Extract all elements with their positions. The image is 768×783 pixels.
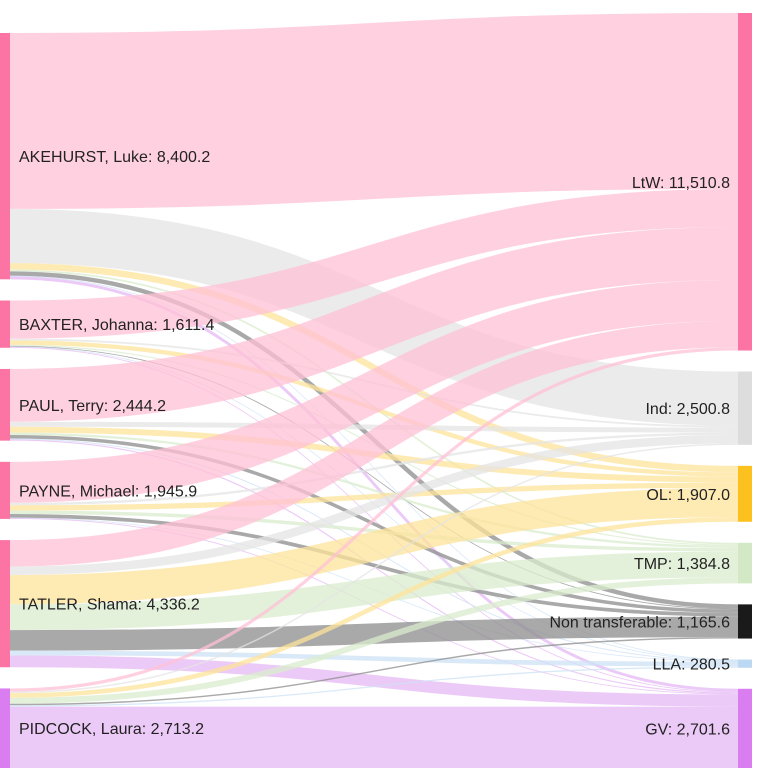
- target-label-lla: LLA: 280.5: [653, 657, 731, 674]
- link-tatler-to-lla[interactable]: [9, 650, 739, 667]
- link-tatler-to-nt[interactable]: [9, 616, 739, 651]
- link-tatler-to-ltw[interactable]: [9, 320, 739, 567]
- target-label-tmp: TMP: 1,384.8: [634, 556, 730, 573]
- target-node-ltw[interactable]: [738, 13, 752, 351]
- target-node-non-transferable[interactable]: [738, 604, 752, 639]
- target-node-gv[interactable]: [738, 688, 752, 768]
- link-payne-to-ol[interactable]: [9, 482, 739, 511]
- target-label-non-transferable: Non transferable: 1,165.6: [549, 614, 730, 631]
- link-pidcock-to-ol[interactable]: [9, 517, 739, 698]
- link-paul-to-ltw[interactable]: [9, 227, 739, 422]
- link-paul-to-tmp[interactable]: [9, 432, 739, 549]
- source-node-payne[interactable]: [0, 461, 10, 519]
- source-label-paul: PAUL, Terry: 2,444.2: [19, 398, 166, 415]
- link-tatler-to-gv[interactable]: [9, 655, 739, 707]
- link-paul-to-nt[interactable]: [9, 434, 739, 613]
- link-akehurst-to-ol[interactable]: [9, 263, 739, 473]
- source-label-baxter: BAXTER, Johanna: 1,611.4: [19, 317, 214, 334]
- source-node-paul[interactable]: [0, 368, 10, 441]
- flow-links: [9, 13, 739, 769]
- link-baxter-to-ltw[interactable]: [9, 188, 739, 339]
- link-pidcock-to-tmp[interactable]: [9, 577, 739, 704]
- source-node-akehurst[interactable]: [0, 33, 10, 280]
- target-node-tmp[interactable]: [738, 542, 752, 584]
- link-pidcock-to-ind[interactable]: [9, 443, 739, 694]
- target-label-ind: Ind: 2,500.8: [645, 401, 730, 418]
- source-label-payne: PAYNE, Michael: 1,945.9: [19, 483, 197, 500]
- node-labels: AKEHURST, Luke: 8,400.2 BAXTER, Johanna: …: [19, 149, 730, 738]
- link-pidcock-to-nt[interactable]: [9, 637, 739, 706]
- source-node-tatler[interactable]: [0, 540, 10, 668]
- link-payne-to-ind[interactable]: [9, 432, 739, 506]
- link-akehurst-to-ltw[interactable]: [9, 13, 739, 209]
- target-node-ind[interactable]: [738, 371, 752, 445]
- target-node-lla[interactable]: [738, 659, 752, 668]
- source-label-tatler: TATLER, Shama: 4,336.2: [19, 597, 200, 614]
- link-tatler-to-ind[interactable]: [9, 434, 739, 575]
- target-label-ol: OL: 1,907.0: [646, 487, 730, 504]
- source-label-pidcock: PIDCOCK, Laura: 2,713.2: [19, 721, 204, 738]
- link-tatler-to-tmp[interactable]: [9, 551, 739, 631]
- target-node-ol[interactable]: [738, 465, 752, 522]
- link-paul-to-ind[interactable]: [9, 421, 739, 433]
- source-label-akehurst: AKEHURST, Luke: 8,400.2: [19, 149, 210, 166]
- source-node-baxter[interactable]: [0, 300, 10, 348]
- target-label-ltw: LtW: 11,510.8: [632, 175, 730, 192]
- link-tatler-to-ol[interactable]: [9, 487, 739, 605]
- link-payne-to-nt[interactable]: [9, 514, 739, 617]
- link-payne-to-ltw[interactable]: [9, 279, 739, 503]
- nodes: [0, 13, 752, 768]
- target-label-gv: GV: 2,701.6: [645, 721, 730, 738]
- source-node-pidcock[interactable]: [0, 688, 10, 768]
- link-pidcock-to-ltw[interactable]: [9, 347, 739, 692]
- link-pidcock-to-lla[interactable]: [9, 666, 739, 707]
